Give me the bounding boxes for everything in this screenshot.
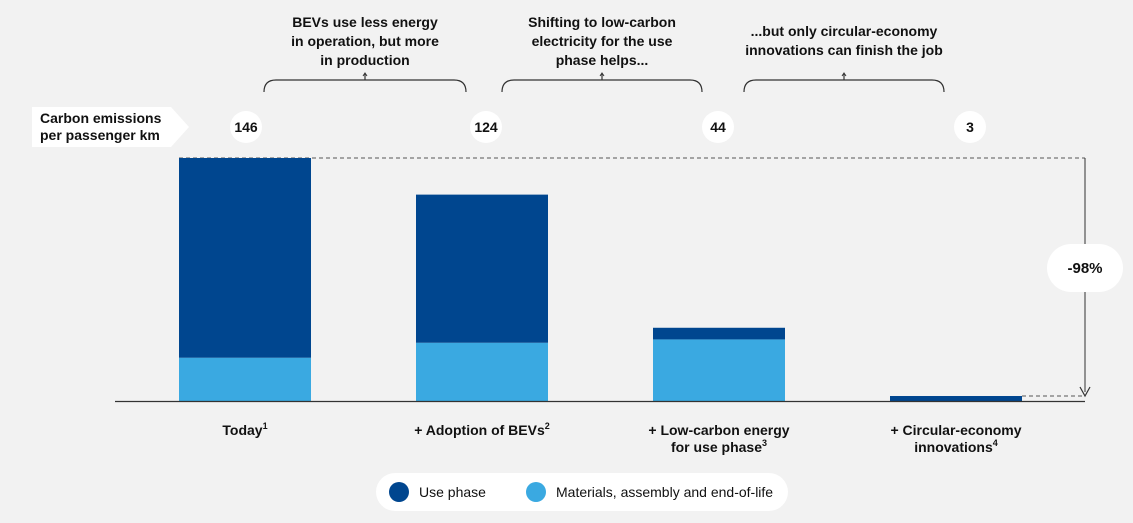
ylabel-line-0: Carbon emissions	[40, 110, 162, 126]
reduction-badge	[1047, 244, 1123, 292]
category-footnote-2: 3	[762, 438, 767, 448]
annotation-arrow-0	[362, 72, 368, 77]
total-label-3: 3	[966, 119, 974, 135]
annotation-1-line-2: phase helps...	[556, 52, 649, 68]
annotation-2-line-0: ...but only circular-economy	[751, 23, 938, 39]
ylabel-line-1: per passenger km	[40, 127, 160, 143]
bar-use-phase-1	[416, 194, 548, 343]
annotation-arrow-2	[841, 72, 847, 77]
bar-materials-1	[416, 342, 548, 401]
total-circle-2	[702, 111, 734, 143]
annotation-2-line-1: innovations can finish the job	[745, 42, 943, 58]
annotation-brace-1	[501, 79, 703, 93]
bar-use-phase-2	[653, 327, 785, 340]
category-label-0-line-0: Today1	[222, 421, 267, 438]
annotation-1-line-1: electricity for the use	[532, 33, 673, 49]
annotation-0-line-2: in production	[320, 52, 409, 68]
ylabel-tag	[32, 107, 189, 147]
legend-swatch-1	[526, 482, 546, 502]
annotation-brace-0	[263, 79, 467, 93]
category-label-3-line-0: + Circular-economy	[890, 422, 1021, 438]
legend-label-1: Materials, assembly and end-of-life	[556, 484, 773, 500]
total-label-0: 146	[234, 119, 258, 135]
total-label-2: 44	[710, 119, 726, 135]
legend-label-0: Use phase	[419, 484, 486, 500]
bar-use-phase-0	[179, 158, 311, 358]
annotation-1-line-0: Shifting to low-carbon	[528, 14, 676, 30]
annotation-arrow-1	[599, 72, 605, 77]
legend-swatch-0	[389, 482, 409, 502]
total-circle-3	[954, 111, 986, 143]
category-label-1-line-0: + Adoption of BEVs2	[414, 421, 550, 438]
total-circle-0	[230, 111, 262, 143]
category-label-2-line-1: for use phase3	[671, 438, 767, 455]
category-label-2-line-0: + Low-carbon energy	[648, 422, 789, 438]
category-footnote-1: 2	[545, 421, 550, 431]
category-footnote-0: 1	[263, 421, 268, 431]
total-label-1: 124	[474, 119, 498, 135]
reduction-arrowhead	[1079, 386, 1091, 398]
total-circle-1	[470, 111, 502, 143]
bar-materials-0	[179, 357, 311, 401]
category-footnote-3: 4	[993, 438, 998, 448]
legend-box	[376, 473, 788, 511]
annotation-0-line-1: in operation, but more	[291, 33, 439, 49]
annotation-0-line-0: BEVs use less energy	[292, 14, 438, 30]
annotation-brace-2	[743, 79, 945, 93]
category-label-3-line-1: innovations4	[914, 438, 998, 455]
bar-materials-2	[653, 339, 785, 401]
reduction-label: -98%	[1067, 260, 1102, 277]
bar-use-phase-3	[890, 396, 1022, 401]
